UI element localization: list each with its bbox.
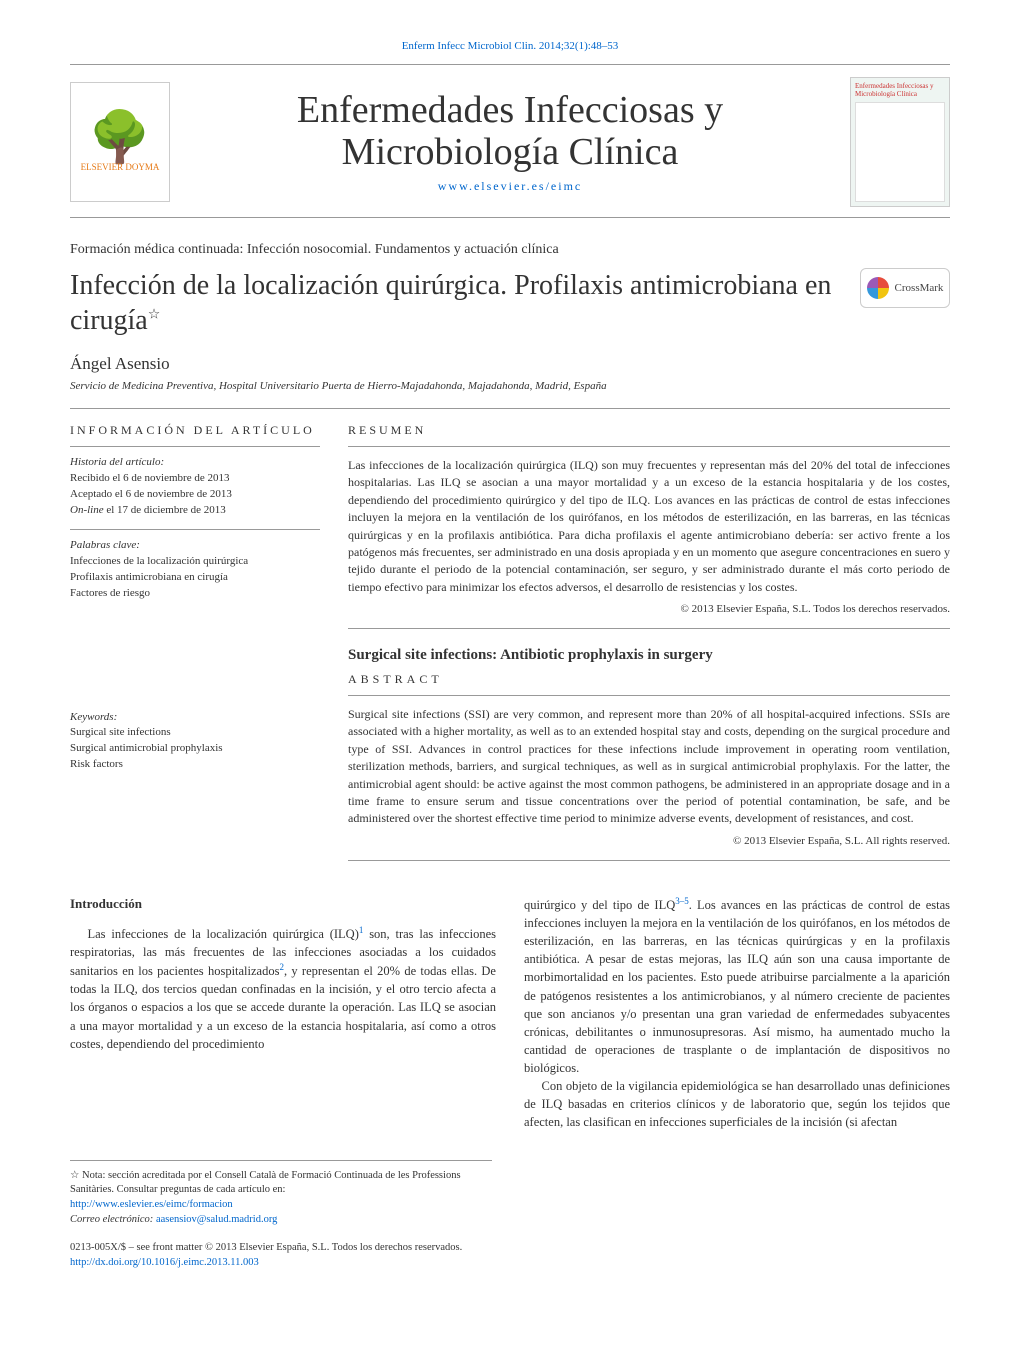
history-accepted: Aceptado el 6 de noviembre de 2013 — [70, 487, 320, 503]
col2-p1a: quirúrgico y del tipo de ILQ — [524, 898, 675, 912]
footnote-email: Correo electrónico: aasensiov@salud.madr… — [70, 1213, 492, 1228]
footer-doi-link[interactable]: http://dx.doi.org/10.1016/j.eimc.2013.11… — [70, 1257, 259, 1268]
history-received: Recibido el 6 de noviembre de 2013 — [70, 471, 320, 487]
footer-issn: 0213-005X/$ – see front matter © 2013 El… — [70, 1241, 950, 1256]
history-label: Historia del artículo: — [70, 455, 320, 471]
english-title: Surgical site infections: Antibiotic pro… — [348, 647, 950, 664]
article-history-block: Historia del artículo: Recibido el 6 de … — [70, 446, 320, 529]
journal-title-line2: Microbiología Clínica — [170, 132, 850, 174]
palabras-clave-block: Palabras clave: Infecciones de la locali… — [70, 529, 320, 612]
article-title-row: Infección de la localización quirúrgica.… — [70, 268, 950, 338]
author-affiliation: Servicio de Medicina Preventiva, Hospita… — [70, 380, 950, 392]
footnote-star: ☆ Nota: sección acreditada por el Consel… — [70, 1169, 492, 1213]
footnote-link[interactable]: http://www.eslevier.es/eimc/formacion — [70, 1199, 233, 1210]
body-text: Introducción Las infecciones de la local… — [70, 895, 950, 1132]
info-heading: información del artículo — [70, 423, 320, 438]
article-title: Infección de la localización quirúrgica.… — [70, 268, 860, 338]
resumen-copyright: © 2013 Elsevier España, S.L. Todos los d… — [348, 602, 950, 618]
keywords-label: Keywords: — [70, 710, 320, 726]
palabra-2: Profilaxis antimicrobiana en cirugía — [70, 570, 320, 586]
resumen-body: Las infecciones de la localización quirú… — [348, 458, 950, 594]
palabras-label: Palabras clave: — [70, 538, 320, 554]
palabra-1: Infecciones de la localización quirúrgic… — [70, 554, 320, 570]
col2-p1b: . Los avances en las prácticas de contro… — [524, 898, 950, 1075]
intro-paragraph-1: Las infecciones de la localización quirú… — [70, 924, 496, 1053]
abstract-heading: abstract — [348, 672, 950, 687]
col2-paragraph-1: quirúrgico y del tipo de ILQ3–5. Los ava… — [524, 895, 950, 1077]
publisher-name: ELSEVIER DOYMA — [81, 162, 160, 172]
footer: 0213-005X/$ – see front matter © 2013 El… — [70, 1241, 950, 1270]
journal-title-block: Enfermedades Infecciosas y Microbiología… — [170, 90, 850, 195]
journal-url[interactable]: www.elsevier.es/eimc — [170, 179, 850, 194]
history-online: On-line el 17 de diciembre de 2013 — [70, 503, 320, 519]
divider — [70, 408, 950, 409]
journal-title-line1: Enfermedades Infecciosas y — [170, 90, 850, 132]
cover-image-placeholder — [855, 102, 945, 202]
title-footnote-marker: ☆ — [148, 308, 161, 323]
keywords-block: Keywords: Surgical site infections Surgi… — [70, 702, 320, 784]
footnote-text: Nota: sección acreditada por el Consell … — [70, 1170, 461, 1196]
email-label: Correo electrónico: — [70, 1214, 156, 1225]
abstract-text: Surgical site infections (SSI) are very … — [348, 695, 950, 861]
publisher-logo: 🌳 ELSEVIER DOYMA — [70, 82, 170, 202]
ref-sup-3-5[interactable]: 3–5 — [675, 896, 689, 906]
crossmark-badge[interactable]: CrossMark — [860, 268, 950, 308]
journal-header: 🌳 ELSEVIER DOYMA Enfermedades Infecciosa… — [70, 67, 950, 218]
abstract-copyright: © 2013 Elsevier España, S.L. All rights … — [348, 834, 950, 850]
abstract-body: Surgical site infections (SSI) are very … — [348, 707, 950, 825]
resumen-heading: resumen — [348, 423, 950, 438]
elsevier-tree-icon: 🌳 — [89, 112, 151, 162]
citation-link[interactable]: Enferm Infecc Microbiol Clin. 2014;32(1)… — [70, 40, 950, 52]
author-email[interactable]: aasensiov@salud.madrid.org — [156, 1214, 277, 1225]
keyword-2: Surgical antimicrobial prophylaxis — [70, 741, 320, 757]
intro-heading: Introducción — [70, 895, 496, 914]
info-abstract-row: información del artículo Historia del ar… — [70, 423, 950, 861]
col2-paragraph-2: Con objeto de la vigilancia epidemiológi… — [524, 1077, 950, 1131]
cover-label: Enfermedades Infecciosas y Microbiología… — [855, 82, 945, 98]
resumen-text: Las infecciones de la localización quirú… — [348, 446, 950, 629]
top-rule — [70, 64, 950, 65]
footnotes: ☆ Nota: sección acreditada por el Consel… — [70, 1160, 492, 1228]
palabra-3: Factores de riesgo — [70, 586, 320, 602]
article-title-text: Infección de la localización quirúrgica.… — [70, 270, 831, 336]
crossmark-icon — [867, 277, 889, 299]
footnote-marker: ☆ — [70, 1170, 79, 1181]
journal-cover-thumbnail: Enfermedades Infecciosas y Microbiología… — [850, 77, 950, 207]
abstract-column: resumen Las infecciones de la localizaci… — [348, 423, 950, 861]
cme-section-heading: Formación médica continuada: Infección n… — [70, 242, 950, 258]
keyword-3: Risk factors — [70, 757, 320, 773]
author-name: Ángel Asensio — [70, 354, 950, 374]
crossmark-label: CrossMark — [895, 282, 944, 294]
keyword-1: Surgical site infections — [70, 725, 320, 741]
intro-p1a: Las infecciones de la localización quirú… — [88, 927, 359, 941]
article-info-column: información del artículo Historia del ar… — [70, 423, 320, 861]
